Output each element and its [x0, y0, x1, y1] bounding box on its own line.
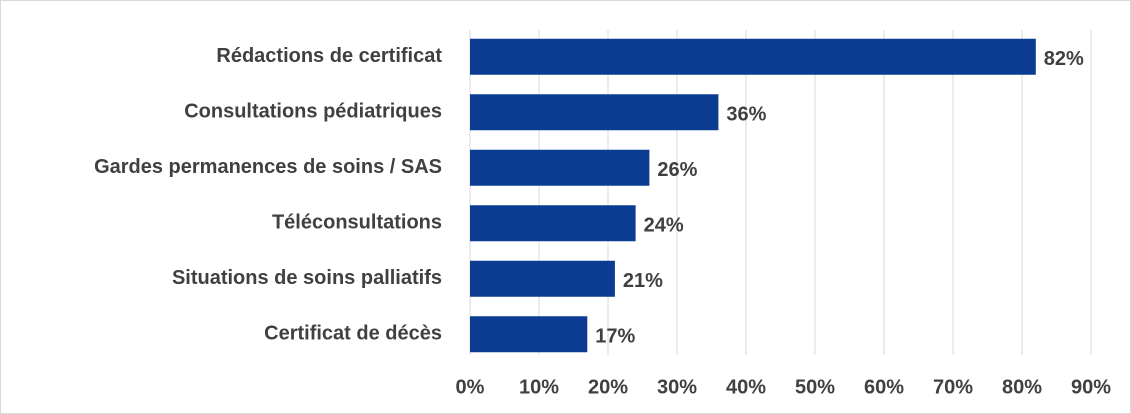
bar: [470, 38, 1036, 75]
x-tick-label: 20%: [588, 376, 628, 398]
x-tick-label: 50%: [795, 376, 835, 398]
value-label: 82%: [1044, 48, 1084, 70]
value-label: 36%: [726, 104, 766, 126]
x-tick-label: 90%: [1071, 376, 1111, 398]
y-tick-label: Téléconsultations: [272, 212, 442, 234]
bar: [470, 316, 588, 353]
y-tick-label: Consultations pédiatriques: [184, 101, 442, 123]
value-label: 17%: [595, 326, 635, 348]
x-tick-label: 70%: [933, 376, 973, 398]
value-label: 21%: [623, 270, 663, 292]
value-label: 26%: [657, 159, 697, 181]
x-tick-label: 0%: [456, 376, 485, 398]
value-label: 24%: [644, 215, 684, 237]
bar: [470, 94, 719, 131]
x-tick-label: 80%: [1002, 376, 1042, 398]
bar: [470, 260, 615, 297]
y-tick-label: Situations de soins palliatifs: [172, 267, 442, 289]
x-tick-label: 60%: [864, 376, 904, 398]
y-tick-label: Rédactions de certificat: [216, 45, 442, 67]
bar: [470, 149, 650, 186]
bar: [470, 205, 636, 242]
x-tick-label: 40%: [726, 376, 766, 398]
y-tick-label: Certificat de décès: [264, 323, 442, 345]
y-tick-label: Gardes permanences de soins / SAS: [94, 156, 442, 178]
x-tick-label: 30%: [657, 376, 697, 398]
x-tick-label: 10%: [519, 376, 559, 398]
